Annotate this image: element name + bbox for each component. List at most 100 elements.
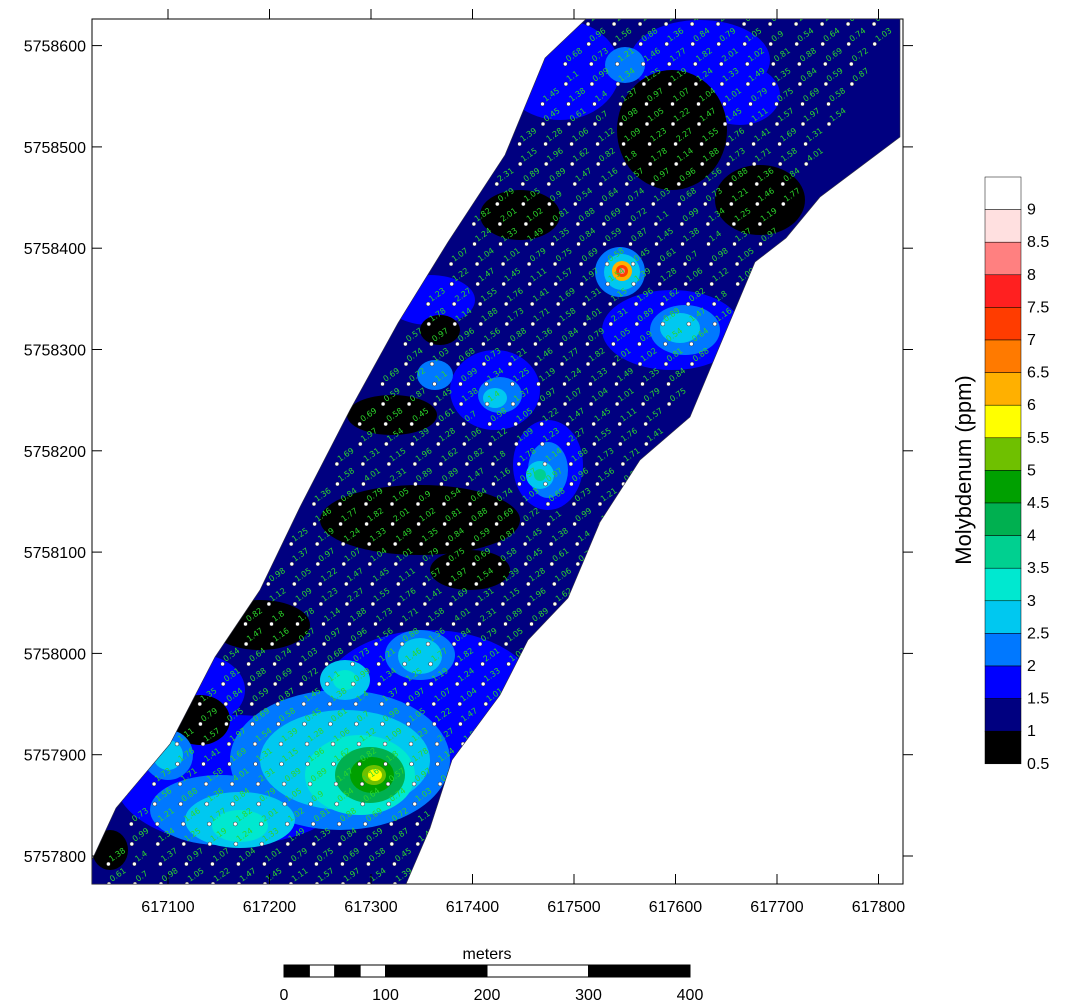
sample-point [611, 341, 616, 347]
legend-title: Molybdenum (ppm) [951, 375, 976, 565]
sample-point [347, 641, 353, 647]
sample-point [458, 381, 463, 387]
sample-point [311, 821, 316, 827]
sample-point [448, 261, 454, 267]
legend-label: 5.5 [1027, 430, 1049, 447]
legend-swatch [984, 241, 1022, 276]
sample-point [383, 421, 388, 427]
sample-point [441, 501, 447, 507]
sample-point [741, 21, 747, 27]
sample-point [638, 41, 643, 47]
sample-point [516, 461, 522, 467]
sample-point [637, 361, 643, 367]
sample-point [676, 181, 681, 187]
sample-point [546, 521, 551, 527]
sample-point [552, 581, 557, 587]
sample-point [465, 481, 470, 487]
sample-point [490, 461, 496, 467]
sample-point [483, 701, 488, 707]
sample-point [498, 241, 503, 247]
legend-swatch [984, 730, 1022, 765]
sample-point [282, 801, 287, 807]
sample-point [337, 501, 343, 507]
sample-point [651, 201, 656, 207]
sample-point [478, 321, 483, 327]
sample-point [416, 521, 421, 527]
sample-point [360, 801, 365, 807]
sample-point [663, 361, 669, 367]
sample-point [637, 21, 643, 27]
sample-point [312, 521, 317, 527]
sample-point [243, 641, 249, 647]
sample-point [605, 281, 610, 287]
sample-point [582, 301, 587, 307]
sample-point [472, 241, 477, 247]
sample-point [536, 401, 542, 407]
sample-point [488, 441, 493, 447]
sample-point [819, 21, 825, 27]
sample-point [175, 761, 180, 767]
sample-point [719, 81, 725, 87]
sample-point [519, 501, 525, 507]
sample-point [771, 61, 776, 67]
sample-point [500, 581, 505, 587]
y-tick-label: 5758400 [24, 241, 86, 258]
sample-point [614, 401, 620, 407]
sample-point [517, 481, 522, 487]
survey-band-outline [91, 18, 901, 885]
sample-point [357, 761, 362, 767]
sample-point [289, 561, 294, 567]
sample-point [732, 241, 737, 247]
sample-point [595, 141, 600, 147]
sample-point [305, 761, 310, 767]
sample-point [321, 621, 326, 627]
scale-bar-label: 200 [474, 987, 501, 1004]
sample-point [250, 721, 255, 727]
sample-point [236, 881, 242, 884]
sample-point [392, 861, 397, 867]
legend-swatch [984, 274, 1022, 308]
sample-point [351, 681, 356, 687]
sample-point [670, 121, 676, 127]
sample-point [686, 321, 691, 327]
sample-point [252, 741, 258, 747]
sample-point [754, 181, 759, 187]
sample-point [389, 821, 394, 827]
sample-point [298, 661, 303, 667]
scale-bar-title: meters [463, 946, 512, 963]
sample-point [497, 561, 502, 567]
sample-point [448, 581, 453, 587]
sample-point [549, 561, 554, 567]
sample-point [366, 881, 372, 884]
legend-label: 1 [1027, 723, 1036, 740]
scale-bar-segment [334, 964, 361, 978]
sample-point [385, 781, 391, 787]
sample-point [667, 61, 672, 67]
sample-point [578, 261, 584, 267]
sample-point [434, 741, 440, 747]
sample-point [650, 181, 655, 187]
sample-point [334, 461, 340, 467]
sample-point [412, 801, 417, 807]
sample-point [227, 761, 232, 767]
sample-point [800, 121, 806, 127]
sample-point [778, 161, 783, 167]
sample-point [768, 41, 773, 47]
sample-point [571, 501, 577, 507]
sample-point [106, 881, 112, 884]
sample-point [106, 861, 111, 867]
sample-point [474, 601, 480, 607]
sample-point [451, 621, 456, 627]
sample-point [568, 461, 574, 467]
sample-point [220, 681, 226, 687]
sample-point [333, 781, 339, 787]
sample-point [494, 181, 499, 187]
sample-point [405, 701, 410, 707]
sample-point [774, 101, 779, 107]
sample-point [503, 621, 508, 627]
sample-point [599, 201, 604, 207]
sample-point [452, 301, 457, 307]
sample-point [396, 581, 401, 587]
sample-point [429, 341, 434, 347]
sample-point [439, 481, 444, 487]
